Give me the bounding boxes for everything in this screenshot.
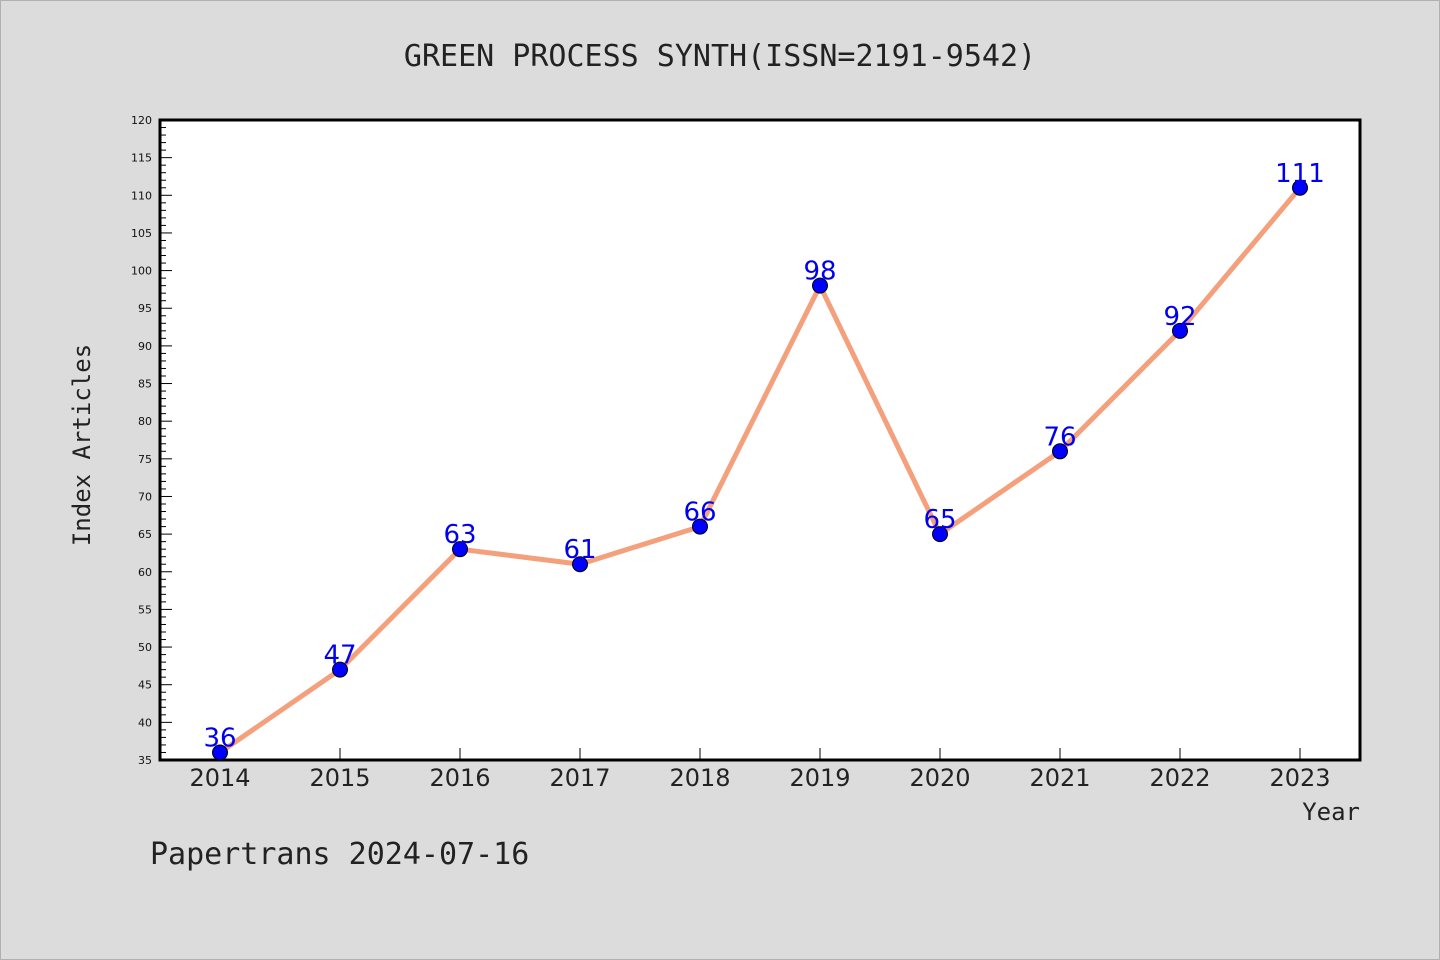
- data-label: 63: [443, 520, 476, 550]
- y-tick-label: 115: [131, 152, 152, 165]
- data-label: 76: [1043, 422, 1076, 452]
- data-point: [1172, 322, 1188, 339]
- data-point: [212, 744, 228, 761]
- y-tick-label: 70: [138, 490, 152, 503]
- data-label: 92: [1163, 302, 1196, 332]
- x-tick-label: 2016: [429, 764, 490, 792]
- data-point: [452, 541, 468, 558]
- y-tick-label: 45: [138, 679, 152, 692]
- y-tick-label: 60: [138, 566, 152, 579]
- y-tick-label: 95: [138, 302, 152, 315]
- x-tick-label: 2020: [909, 764, 970, 792]
- x-tick-label: 2022: [1149, 764, 1210, 792]
- series-line: [217, 185, 1303, 755]
- y-tick-label: 90: [138, 340, 152, 353]
- data-point: [692, 518, 708, 535]
- x-tick-label: 2015: [309, 764, 370, 792]
- y-tick-label: 50: [138, 641, 152, 654]
- x-tick-label: 2018: [669, 764, 730, 792]
- y-tick-label: 55: [138, 603, 152, 616]
- y-tick-label: 120: [131, 114, 152, 127]
- x-axis: 2014 2015 2016 2017 2018 2019 2020 2021 2022 2023: [189, 748, 1331, 792]
- y-tick-label: 105: [131, 227, 152, 240]
- data-label: 61: [563, 535, 596, 565]
- y-axis: 35 40 45 50 55 60 65 70 75 80 85 90 95 100 105 110 115 12…: [131, 114, 172, 767]
- x-tick-label: 2019: [789, 764, 850, 792]
- data-label: 66: [683, 498, 716, 528]
- data-label: 65: [923, 505, 956, 535]
- y-tick-label: 75: [138, 453, 152, 466]
- y-tick-label: 85: [138, 378, 152, 391]
- y-tick-label: 35: [138, 754, 152, 767]
- x-tick-label: 2023: [1269, 764, 1330, 792]
- plot-area: [158, 118, 1362, 762]
- y-tick-label: 100: [131, 265, 152, 278]
- y-tick-label: 110: [131, 189, 152, 202]
- chart-title: GREEN PROCESS SYNTH(ISSN=2191-9542): [404, 39, 1036, 74]
- footer-credit: Papertrans 2024-07-16: [150, 837, 529, 872]
- data-point: [1052, 443, 1068, 460]
- data-point: [1292, 179, 1308, 196]
- data-point: [332, 661, 348, 678]
- x-tick-label: 2017: [549, 764, 610, 792]
- y-tick-label: 65: [138, 528, 152, 541]
- y-axis-label: Index Articles: [68, 344, 96, 546]
- data-label: 36: [203, 723, 236, 753]
- data-point: [812, 277, 828, 294]
- y-tick-label: 40: [138, 716, 152, 729]
- x-tick-label: 2014: [189, 764, 250, 792]
- x-axis-label: Year: [1302, 798, 1360, 826]
- data-label: 47: [323, 641, 356, 671]
- x-tick-label: 2021: [1029, 764, 1090, 792]
- data-label: 98: [803, 257, 836, 287]
- y-tick-label: 80: [138, 415, 152, 428]
- data-point: [932, 526, 948, 543]
- data-point: [572, 556, 588, 573]
- series-layer: 36 47 63 61 66 98 65 76 92 111: [203, 159, 1325, 761]
- data-label: 111: [1275, 159, 1325, 189]
